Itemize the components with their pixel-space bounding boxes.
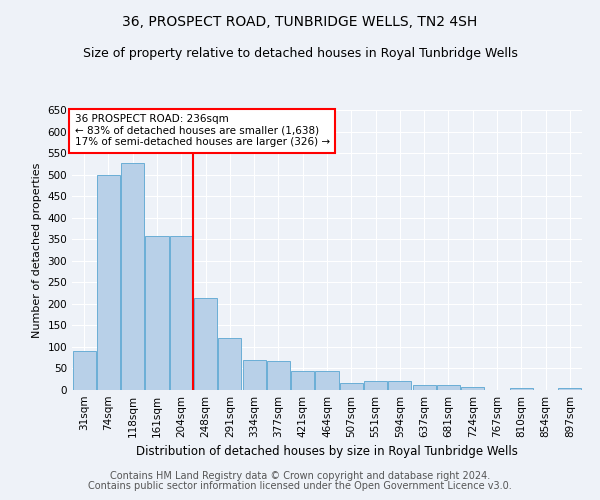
- Text: Contains public sector information licensed under the Open Government Licence v3: Contains public sector information licen…: [88, 481, 512, 491]
- Bar: [461, 386, 484, 390]
- Bar: [73, 351, 95, 390]
- Bar: [121, 163, 144, 390]
- Bar: [437, 386, 460, 390]
- Bar: [194, 298, 217, 390]
- Bar: [291, 372, 314, 390]
- Y-axis label: Number of detached properties: Number of detached properties: [32, 162, 42, 338]
- Bar: [267, 360, 290, 390]
- Bar: [242, 360, 266, 390]
- Bar: [340, 383, 363, 390]
- X-axis label: Distribution of detached houses by size in Royal Tunbridge Wells: Distribution of detached houses by size …: [136, 446, 518, 458]
- Bar: [170, 236, 193, 390]
- Text: 36 PROSPECT ROAD: 236sqm
← 83% of detached houses are smaller (1,638)
17% of sem: 36 PROSPECT ROAD: 236sqm ← 83% of detach…: [74, 114, 329, 148]
- Bar: [364, 382, 387, 390]
- Bar: [97, 174, 120, 390]
- Bar: [316, 372, 338, 390]
- Bar: [218, 338, 241, 390]
- Text: Contains HM Land Registry data © Crown copyright and database right 2024.: Contains HM Land Registry data © Crown c…: [110, 471, 490, 481]
- Bar: [559, 388, 581, 390]
- Text: 36, PROSPECT ROAD, TUNBRIDGE WELLS, TN2 4SH: 36, PROSPECT ROAD, TUNBRIDGE WELLS, TN2 …: [122, 15, 478, 29]
- Text: Size of property relative to detached houses in Royal Tunbridge Wells: Size of property relative to detached ho…: [83, 48, 517, 60]
- Bar: [388, 382, 412, 390]
- Bar: [510, 388, 533, 390]
- Bar: [413, 386, 436, 390]
- Bar: [145, 236, 169, 390]
